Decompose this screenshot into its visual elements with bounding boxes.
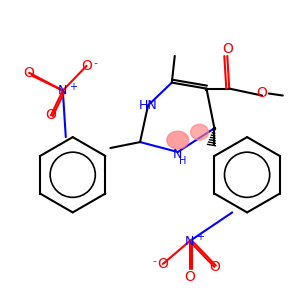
- Text: -: -: [152, 256, 156, 266]
- Text: O: O: [222, 42, 233, 56]
- Ellipse shape: [190, 124, 208, 140]
- Text: +: +: [196, 232, 203, 242]
- Text: N: N: [185, 235, 194, 248]
- Text: O: O: [24, 66, 34, 80]
- Text: O: O: [158, 257, 168, 271]
- Text: O: O: [184, 270, 195, 284]
- Text: N: N: [173, 148, 182, 161]
- Text: -: -: [94, 58, 98, 68]
- Text: O: O: [256, 85, 267, 100]
- Text: +: +: [69, 82, 77, 92]
- Text: O: O: [209, 260, 220, 274]
- Text: O: O: [46, 108, 56, 122]
- Ellipse shape: [167, 131, 189, 149]
- Text: N: N: [58, 84, 68, 97]
- Text: HN: HN: [139, 99, 158, 112]
- Text: O: O: [81, 59, 92, 73]
- Text: H: H: [179, 156, 186, 166]
